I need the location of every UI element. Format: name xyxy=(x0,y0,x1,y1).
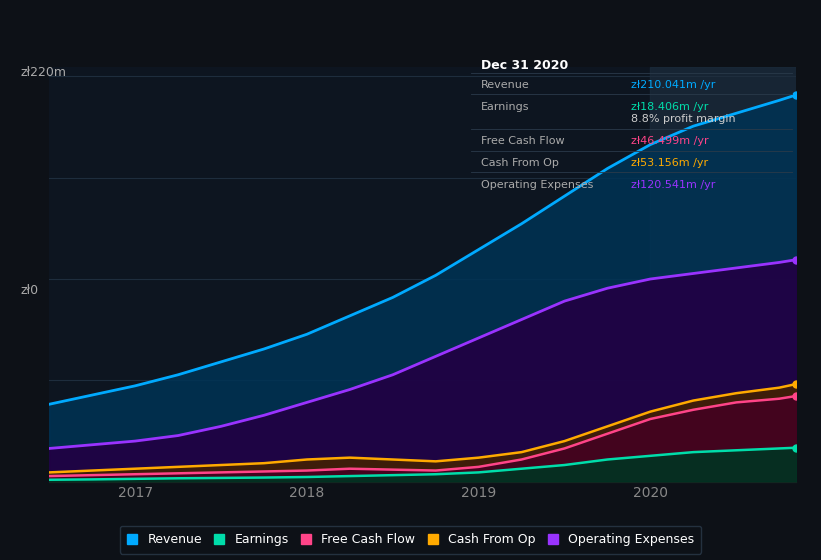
Text: Operating Expenses: Operating Expenses xyxy=(480,180,593,190)
Text: zł120.541m /yr: zł120.541m /yr xyxy=(631,180,716,190)
Text: Cash From Op: Cash From Op xyxy=(480,157,558,167)
Text: 8.8% profit margin: 8.8% profit margin xyxy=(631,114,736,124)
Text: Dec 31 2020: Dec 31 2020 xyxy=(480,59,568,72)
Text: zł53.156m /yr: zł53.156m /yr xyxy=(631,157,709,167)
Text: zł210.041m /yr: zł210.041m /yr xyxy=(631,80,716,90)
Text: zł0: zł0 xyxy=(21,284,39,297)
Text: zł18.406m /yr: zł18.406m /yr xyxy=(631,102,709,112)
Text: Revenue: Revenue xyxy=(480,80,530,90)
Text: zł46.499m /yr: zł46.499m /yr xyxy=(631,136,709,146)
Text: Free Cash Flow: Free Cash Flow xyxy=(480,136,564,146)
Text: Earnings: Earnings xyxy=(480,102,529,112)
Legend: Revenue, Earnings, Free Cash Flow, Cash From Op, Operating Expenses: Revenue, Earnings, Free Cash Flow, Cash … xyxy=(120,526,701,554)
Text: zł220m: zł220m xyxy=(21,66,67,78)
Bar xyxy=(650,67,796,482)
